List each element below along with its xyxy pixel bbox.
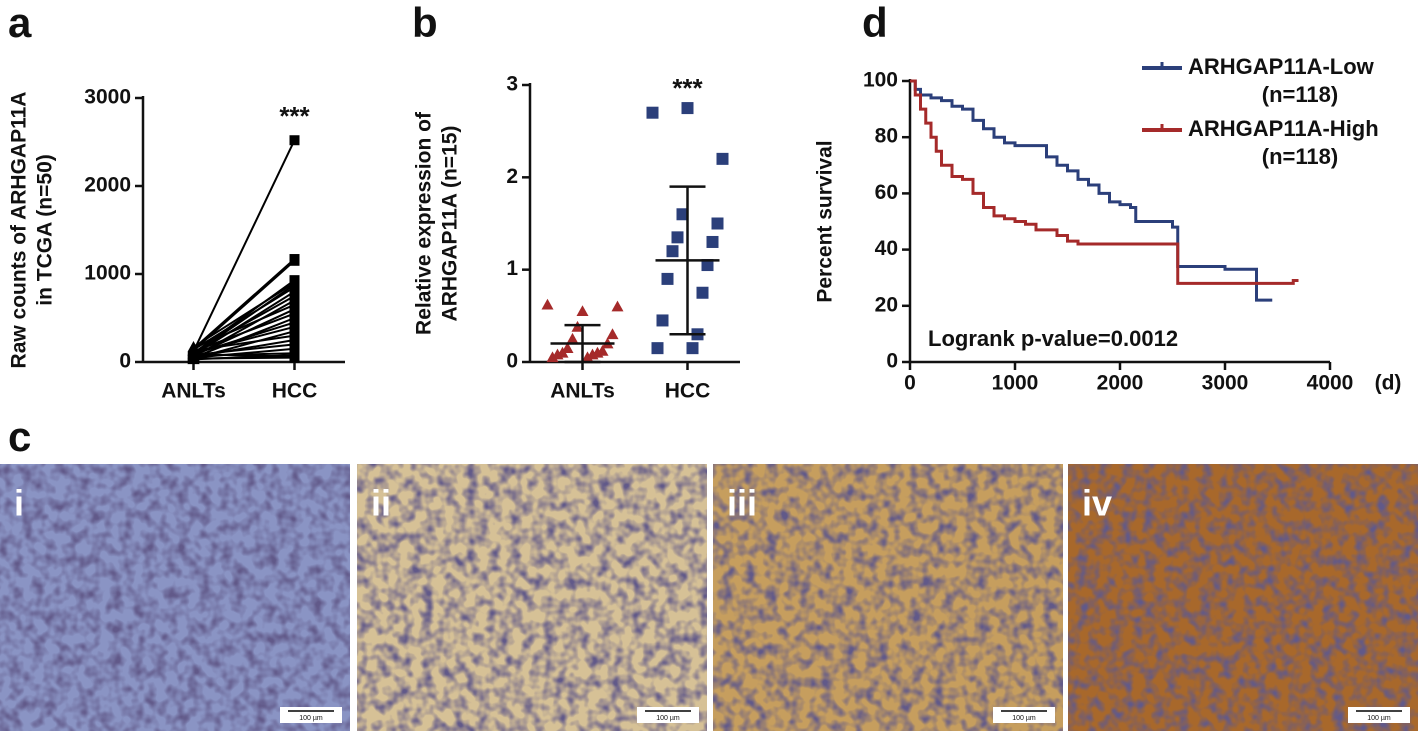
survival-curve — [910, 79, 1273, 302]
x-tick-label: HCC — [665, 380, 711, 403]
pair-line — [192, 281, 296, 348]
micrograph-texture — [1068, 464, 1418, 731]
x-tick-label: ANLTs — [550, 380, 615, 403]
data-point — [656, 314, 669, 327]
scale-bar-label: 100 µm — [656, 715, 680, 722]
x-tick-label: 2000 — [1097, 372, 1144, 395]
x-tick-label: 4000 — [1307, 372, 1354, 395]
data-point — [676, 208, 689, 221]
y-tick-label: 0 — [886, 350, 898, 373]
data-point — [701, 259, 714, 272]
y-tick-label: 3 — [506, 73, 518, 96]
significance: *** — [279, 101, 310, 131]
x-tick-label: 3000 — [1202, 372, 1249, 395]
pair-line — [193, 334, 295, 352]
data-point — [187, 352, 200, 364]
legend-label: ARHGAP11A-Low — [1188, 54, 1375, 79]
micrograph-texture — [713, 464, 1063, 731]
y-axis-label: Raw counts of ARHGAP11A — [8, 92, 31, 369]
panel-label: c — [8, 413, 31, 460]
y-tick-label: 20 — [875, 293, 898, 316]
image-label: iii — [727, 483, 757, 524]
x-tick-label: HCC — [272, 380, 318, 403]
legend-label: (n=118) — [1262, 82, 1338, 107]
image-label: ii — [371, 483, 391, 524]
pair-line — [192, 139, 296, 352]
data-point — [646, 106, 659, 119]
data-point — [651, 342, 664, 355]
data-point — [289, 135, 300, 146]
scale-bar-label: 100 µm — [1012, 715, 1036, 722]
data-point — [561, 342, 574, 353]
data-point — [681, 102, 694, 115]
image-label: i — [14, 483, 24, 524]
pair-line — [193, 312, 295, 353]
image-label: iv — [1082, 483, 1112, 524]
data-point — [541, 298, 554, 310]
significance: *** — [672, 73, 703, 103]
pair-line — [192, 286, 296, 351]
legend-label: (n=118) — [1262, 144, 1338, 169]
data-point — [289, 352, 300, 363]
data-point — [606, 328, 619, 340]
data-point — [546, 351, 559, 363]
y-axis-label: Percent survival — [814, 140, 837, 302]
data-point — [581, 351, 594, 363]
data-point — [661, 272, 674, 285]
pair-line — [193, 295, 295, 354]
micrograph-texture — [0, 464, 350, 731]
pair-line — [192, 258, 296, 350]
data-point — [706, 235, 719, 248]
survival-curve — [910, 79, 1299, 285]
y-axis-label: ARHGAP11A (n=15) — [439, 126, 462, 322]
y-tick-label: 1 — [506, 257, 518, 280]
y-tick-label: 2 — [506, 165, 518, 188]
data-point — [289, 255, 300, 266]
data-point — [716, 152, 729, 165]
legend-label: ARHGAP11A-High — [1188, 116, 1379, 141]
scale-bar-label: 100 µm — [299, 715, 323, 722]
data-point — [711, 217, 724, 230]
data-point — [576, 305, 589, 317]
pair-line — [193, 343, 295, 356]
y-tick-label: 0 — [119, 350, 131, 373]
scale-bar-label: 100 µm — [1367, 715, 1391, 722]
micrograph-texture — [357, 464, 707, 731]
y-tick-label: 0 — [506, 350, 518, 373]
x-tick-label: 1000 — [992, 372, 1039, 395]
data-point — [566, 332, 579, 344]
y-axis-label: Relative expression of — [413, 111, 436, 335]
y-tick-label: 1000 — [84, 262, 131, 285]
y-tick-label: 60 — [875, 181, 898, 204]
x-axis-label: (d) — [1375, 372, 1402, 395]
panel-label: a — [8, 0, 32, 46]
pair-line — [193, 353, 295, 358]
y-tick-label: 100 — [863, 69, 898, 92]
pair-line — [193, 356, 295, 360]
data-point — [671, 231, 684, 244]
data-point — [686, 342, 699, 355]
y-axis-label: in TCGA (n=50) — [34, 154, 57, 305]
y-tick-label: 2000 — [84, 174, 131, 197]
pair-line — [193, 303, 295, 349]
panel-label: b — [412, 0, 438, 46]
x-tick-label: 0 — [904, 372, 916, 395]
panel-label: d — [862, 0, 888, 46]
y-tick-label: 80 — [875, 125, 898, 148]
annotation: Logrank p-value=0.0012 — [928, 326, 1178, 351]
data-point — [696, 286, 709, 299]
y-tick-label: 40 — [875, 237, 898, 260]
y-tick-label: 3000 — [84, 86, 131, 109]
x-tick-label: ANLTs — [161, 380, 226, 403]
data-point — [666, 245, 679, 258]
data-point — [611, 300, 624, 312]
